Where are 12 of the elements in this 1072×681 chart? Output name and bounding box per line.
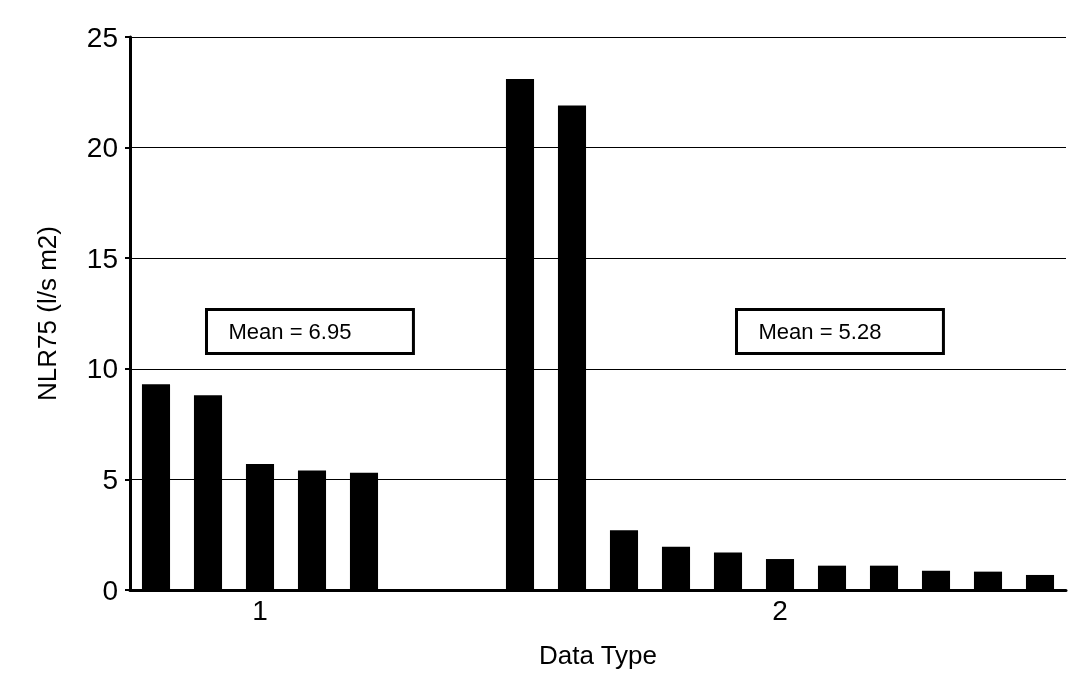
x-tick-label: 1 bbox=[252, 594, 268, 626]
y-tick-label: 5 bbox=[102, 463, 118, 495]
annotation: Mean = 5.28 bbox=[758, 319, 882, 344]
y-tick-label: 20 bbox=[86, 132, 118, 164]
x-tick-label: 2 bbox=[772, 594, 788, 626]
y-tick-label: 10 bbox=[86, 353, 118, 385]
y-axis-title: NLR75 (l/s m2) bbox=[32, 226, 62, 401]
x-axis-title: Data Type bbox=[538, 640, 658, 670]
y-tick-label: 25 bbox=[86, 21, 118, 53]
y-tick-label: 15 bbox=[86, 242, 118, 274]
y-tick-label: 0 bbox=[102, 574, 118, 606]
annotation: Mean = 6.95 bbox=[228, 319, 352, 344]
